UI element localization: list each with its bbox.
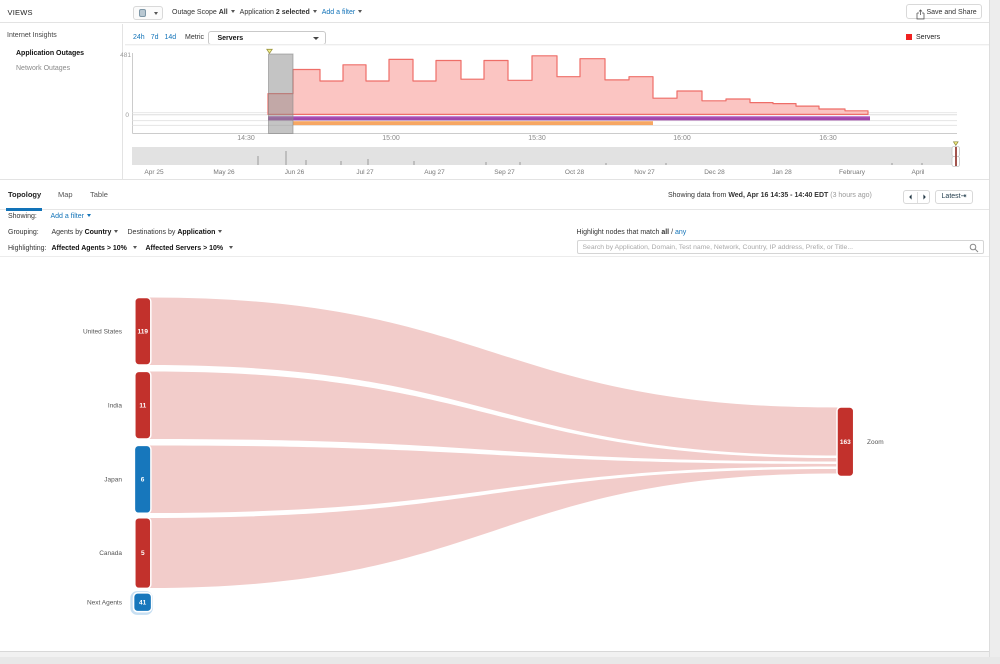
svg-text:Aug 27: Aug 27 bbox=[424, 169, 445, 176]
svg-text:163: 163 bbox=[840, 439, 851, 446]
svg-text:16:30: 16:30 bbox=[819, 135, 837, 142]
svg-text:United States: United States bbox=[83, 329, 123, 336]
svg-text:Canada: Canada bbox=[99, 550, 122, 557]
svg-text:Jul 27: Jul 27 bbox=[356, 169, 374, 176]
svg-text:May 26: May 26 bbox=[213, 169, 235, 176]
svg-text:February: February bbox=[839, 169, 866, 176]
svg-text:6: 6 bbox=[141, 477, 145, 484]
svg-text:Dec 28: Dec 28 bbox=[704, 169, 725, 176]
svg-text:Sep 27: Sep 27 bbox=[494, 169, 515, 176]
svg-text:Next Agents: Next Agents bbox=[87, 600, 123, 607]
svg-text:Apr 25: Apr 25 bbox=[144, 169, 164, 176]
svg-text:Nov 27: Nov 27 bbox=[634, 169, 655, 176]
svg-text:Japan: Japan bbox=[104, 477, 122, 484]
svg-text:April: April bbox=[911, 169, 925, 176]
svg-text:Jun 26: Jun 26 bbox=[285, 169, 305, 176]
svg-text:14:30: 14:30 bbox=[237, 135, 255, 142]
svg-text:15:30: 15:30 bbox=[528, 135, 546, 142]
svg-text:11: 11 bbox=[139, 403, 146, 410]
svg-text:India: India bbox=[108, 403, 122, 410]
svg-text:5: 5 bbox=[141, 550, 145, 557]
svg-text:15:00: 15:00 bbox=[382, 135, 400, 142]
svg-text:Zoom: Zoom bbox=[867, 439, 884, 446]
svg-text:0: 0 bbox=[125, 112, 129, 119]
svg-text:Oct 28: Oct 28 bbox=[565, 169, 585, 176]
svg-text:16:00: 16:00 bbox=[673, 135, 691, 142]
svg-text:481: 481 bbox=[120, 52, 131, 59]
svg-text:41: 41 bbox=[139, 600, 147, 607]
svg-text:Jan 28: Jan 28 bbox=[772, 169, 792, 176]
svg-text:119: 119 bbox=[138, 329, 149, 336]
